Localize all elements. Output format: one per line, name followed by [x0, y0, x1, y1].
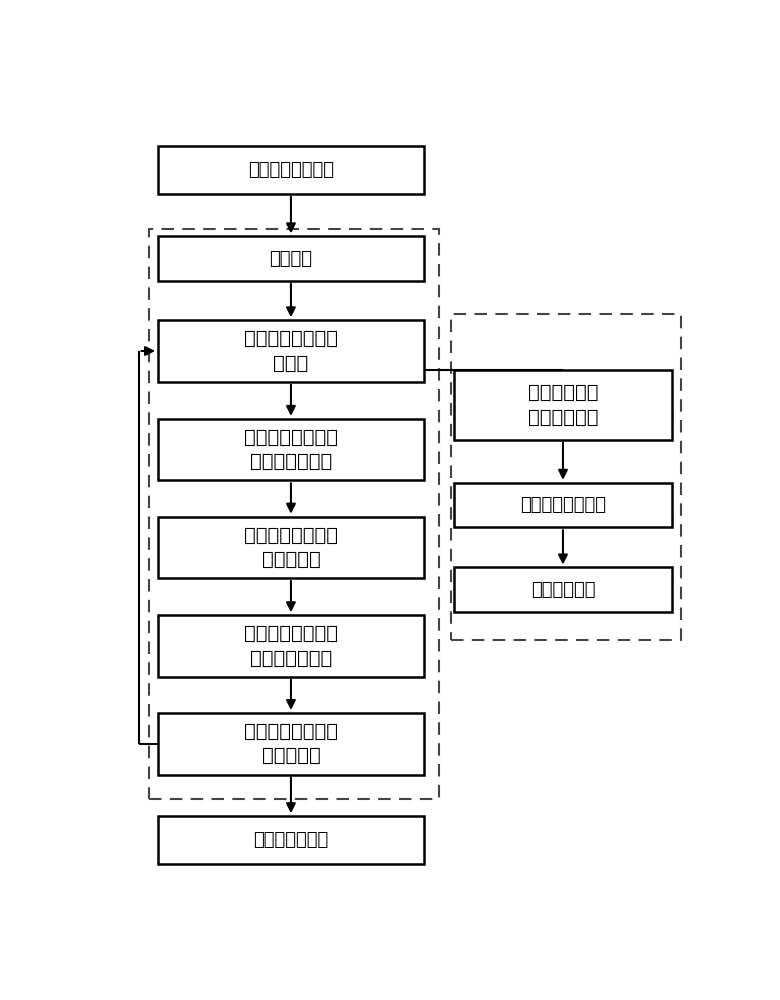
Bar [158, 816, 424, 864]
Text: 第二接收阵列接收
散射电磁波: 第二接收阵列接收 散射电磁波 [244, 722, 338, 765]
Bar [158, 236, 424, 281]
Text: 待检人员出电梯: 待检人员出电梯 [254, 831, 328, 849]
Bar [158, 146, 424, 194]
Text: 根据散射数据
利用算法成像: 根据散射数据 利用算法成像 [528, 383, 598, 427]
Bar [451, 314, 681, 640]
Text: 图像融合及后处理: 图像融合及后处理 [520, 496, 606, 514]
Text: 按位置间隔发送触
发脉冲: 按位置间隔发送触 发脉冲 [244, 329, 338, 373]
Bar [158, 419, 424, 480]
Bar [454, 567, 672, 612]
Bar [158, 320, 424, 382]
Text: 违禁物品识别: 违禁物品识别 [530, 581, 595, 599]
Text: 电磁波产生并输入
到第二发射阵列: 电磁波产生并输入 到第二发射阵列 [244, 624, 338, 668]
Text: 待检人员进入电梯: 待检人员进入电梯 [248, 161, 334, 179]
Bar [158, 713, 424, 774]
Bar [158, 615, 424, 677]
Bar [158, 517, 424, 578]
Bar [454, 483, 672, 527]
Text: 电磁波产生并输入
到第一发射阵列: 电磁波产生并输入 到第一发射阵列 [244, 428, 338, 471]
Text: 电梯运动: 电梯运动 [269, 250, 313, 268]
Bar [454, 370, 672, 440]
Text: 第一接收阵列接收
散射电磁波: 第一接收阵列接收 散射电磁波 [244, 526, 338, 569]
Bar [149, 229, 439, 799]
